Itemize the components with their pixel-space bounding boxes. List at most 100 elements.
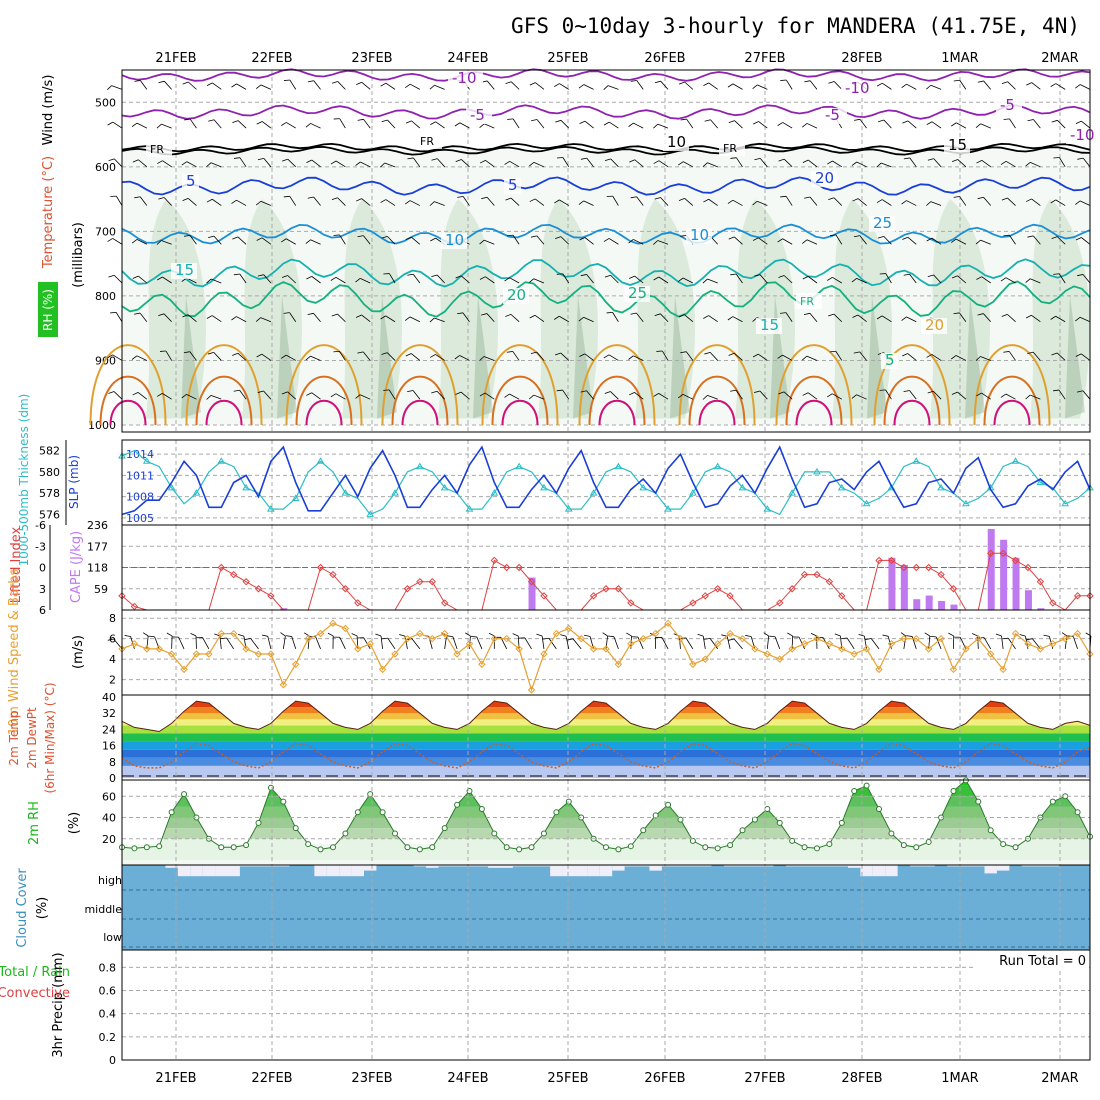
wind-barb	[1031, 198, 1041, 206]
cape-tick: 59	[94, 583, 108, 596]
wind-barb	[1081, 120, 1091, 129]
wind-speed-point	[763, 650, 772, 658]
wind-barb-flag	[505, 81, 512, 85]
wind-barb-flag	[976, 159, 983, 164]
warm-contour	[883, 375, 941, 426]
wind-barb	[236, 316, 247, 323]
wind-barb	[636, 312, 644, 322]
wind-barb	[835, 351, 843, 361]
chart-title: GFS 0~10day 3-hourly for MANDERA (41.75E…	[511, 14, 1080, 38]
wind-barb-flag	[307, 196, 314, 199]
wind-barb-flag	[951, 391, 958, 395]
wind-barb-flag	[926, 201, 932, 206]
wind-speed-point	[366, 640, 374, 648]
wind-barb-flag	[280, 238, 287, 243]
wind-barb	[757, 84, 768, 90]
wind-barb	[113, 274, 123, 284]
wind-barb-flag	[560, 634, 567, 637]
cloud-gap	[239, 865, 253, 867]
wind-tick: 8	[109, 612, 116, 625]
wind-speed-point	[155, 645, 163, 653]
temperature-contour	[121, 104, 1091, 120]
warm-contour	[295, 375, 353, 426]
wind-barb-flag	[430, 121, 436, 125]
cloud-gap	[947, 865, 960, 867]
wind-barb-flag	[777, 354, 783, 359]
wind-barb-flag	[429, 317, 435, 323]
wind-barb	[785, 312, 793, 322]
wind-barb-flag	[529, 82, 536, 86]
wind-barb	[726, 636, 731, 650]
rh-point	[876, 806, 883, 812]
wind-barb	[533, 161, 545, 168]
wind-tick: 4	[109, 653, 116, 666]
rh-point	[168, 809, 175, 816]
wind-axis-label: Wind (m/s)	[41, 75, 56, 146]
wind-speed-point	[1073, 629, 1082, 638]
wind-barb	[138, 275, 148, 284]
wind-barb	[859, 119, 867, 129]
wind-barb-flag	[207, 352, 214, 355]
lifted-point	[403, 585, 412, 593]
wind-barb-flag	[306, 392, 312, 396]
wind-barb	[509, 160, 520, 168]
wind-barb-flag	[629, 159, 635, 163]
wind-barb	[662, 350, 669, 361]
wind-barb	[287, 275, 297, 284]
wind-barb	[286, 122, 296, 129]
wind-barb	[510, 314, 520, 323]
wind-barb-flag	[307, 312, 314, 316]
wind-barb-flag	[261, 634, 268, 637]
wind-barb	[935, 636, 942, 650]
cloud-gap	[723, 865, 737, 867]
wind-barb	[335, 393, 346, 400]
wind-barb	[983, 637, 992, 650]
wind-barb-flag	[233, 273, 240, 276]
wind-barb	[212, 198, 222, 206]
warm-contour	[481, 344, 559, 426]
wind-barb-flag	[1076, 390, 1084, 393]
wind-barb-flag	[457, 196, 464, 198]
wind-barb-flag	[232, 236, 239, 240]
wind-barb-flag	[678, 197, 685, 201]
thickness-point	[242, 483, 250, 491]
wind-speed-point	[440, 629, 449, 638]
date-label-top: 24FEB	[447, 51, 488, 66]
wind-speed-point	[937, 634, 945, 643]
wind-barb	[983, 80, 992, 90]
wind-barb-flag	[852, 198, 859, 202]
wind-barb	[956, 122, 967, 129]
cloud-gap	[413, 865, 427, 867]
wind-barb-flag	[183, 351, 190, 354]
wind-barb-flag	[455, 275, 462, 279]
wind-barb	[832, 393, 842, 400]
wind-barb-flag	[529, 198, 536, 202]
thickness-point	[142, 457, 151, 464]
wind-barb-flag	[1027, 235, 1034, 238]
wind-barb-flag	[255, 200, 262, 206]
wind-barb	[684, 198, 694, 206]
wind-barb	[981, 276, 991, 284]
wind-barb	[213, 352, 222, 361]
contour-label-bg	[756, 318, 782, 334]
wind-barb-flag	[1000, 393, 1007, 398]
warm-contour	[401, 399, 439, 426]
wind-barb-flag	[158, 80, 165, 84]
wind-barb-flag	[206, 82, 213, 86]
wind-barb	[380, 635, 384, 649]
wind-barb	[435, 121, 445, 129]
wind-tick: 2	[109, 674, 116, 687]
lifted-point	[354, 599, 362, 607]
wind-barb-flag	[455, 159, 462, 162]
wind-speed-point	[378, 665, 387, 674]
wind-barb-flag	[233, 389, 240, 392]
wind-barb	[583, 84, 594, 90]
cloud-gap	[624, 865, 638, 867]
wind-barb	[856, 277, 867, 284]
temperature-contour	[121, 142, 1091, 153]
wind-barb-flag	[603, 354, 610, 359]
date-label-top: 2MAR	[1041, 51, 1078, 66]
cloud-gap	[488, 865, 501, 868]
wind-barb	[536, 351, 545, 361]
wind-barb	[880, 162, 892, 168]
